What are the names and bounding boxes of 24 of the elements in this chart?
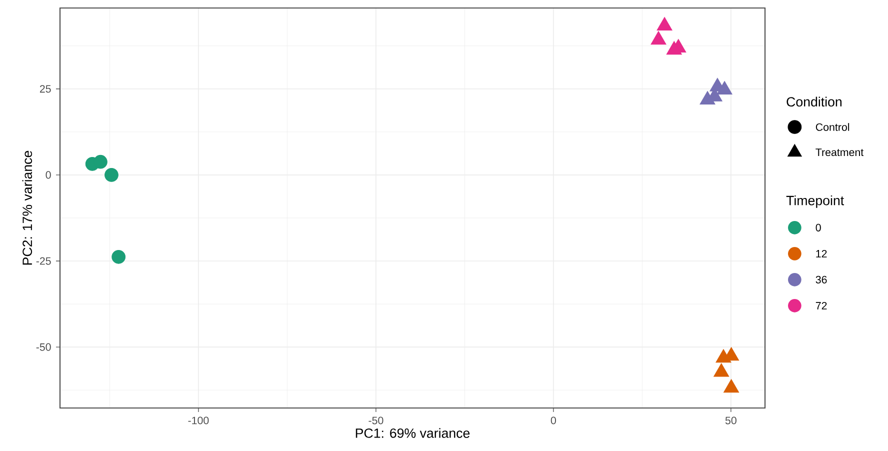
y-tick-label: -50 (36, 343, 51, 351)
point (716, 80, 732, 95)
legend-label: 12 (816, 250, 827, 258)
x-tick-label: 50 (725, 416, 736, 424)
point (724, 379, 740, 393)
legend-title: Timepoint (786, 195, 844, 208)
x-axis-title: PC1: 69% variance (356, 428, 470, 438)
x-tick-label: -100 (188, 416, 209, 424)
text: Control (816, 123, 850, 131)
y-tick-label: 25 (40, 85, 51, 93)
legend-label: 36 (816, 276, 827, 284)
x-tick-label: 0 (550, 416, 556, 424)
legend-label: 72 (816, 302, 827, 310)
y-axis-title: PC2: 17% variance (22, 150, 32, 265)
y-tick-label: -25 (36, 257, 51, 265)
text: Condition (786, 96, 842, 107)
y-tick-label: 0 (46, 171, 51, 179)
legend-label: 0 (816, 224, 821, 232)
point (650, 31, 666, 45)
text: Treatment (816, 148, 864, 156)
x-tick-label: -50 (368, 416, 384, 424)
point (666, 41, 682, 55)
point (714, 363, 730, 377)
point (656, 16, 672, 30)
